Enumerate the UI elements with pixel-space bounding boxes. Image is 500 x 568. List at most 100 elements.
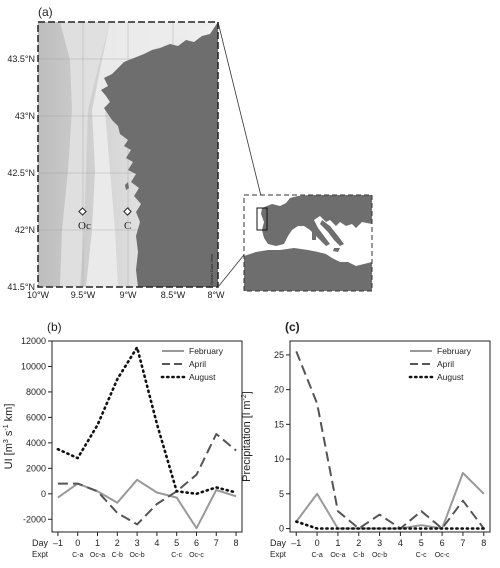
x-tick-label-expt: Oc-a: [90, 552, 105, 559]
y-tick-label: 15: [274, 419, 284, 429]
map-main: 43.5°N 43°N 42.5°N 42°N 41.5°N 10°W 9.5°…: [7, 21, 225, 300]
x-tick-label-expt: C-b: [353, 552, 364, 559]
y-tick-label: 4000: [26, 438, 46, 448]
legend-label: April: [437, 359, 454, 369]
x-tick-label-day: 2: [356, 538, 361, 548]
x-tick-label-day: 8: [481, 538, 486, 548]
x-tick-label-day: 3: [377, 538, 382, 548]
x-tick-label-expt: C-c: [416, 552, 427, 559]
series-line-august: [56, 346, 238, 496]
x-axis-expt-label: Expt: [32, 550, 49, 559]
x-tick-label-day: 7: [214, 538, 219, 548]
y-tick-label: 0: [279, 524, 284, 534]
x-tick-label-expt: C-c: [171, 552, 182, 559]
x-axis-day-label: Day: [270, 538, 287, 548]
y-tick-label: 0: [41, 489, 46, 499]
lon-tick: 8°W: [207, 290, 225, 300]
y-tick-label: 20: [274, 385, 284, 395]
legend-label: April: [189, 359, 206, 369]
map-credit: Ocean Data View: [209, 254, 214, 285]
inset-highlight-box: [256, 207, 268, 231]
legend-label: August: [189, 372, 216, 382]
inset-land-africa: [244, 248, 372, 291]
lon-tick-labels: 10°W 9.5°W 9°W 8.5°W 8°W: [27, 290, 225, 300]
x-tick-label-day: 5: [174, 538, 179, 548]
x-tick-label-expt: Oc-c: [189, 552, 204, 559]
y-tick-label: 10000: [21, 361, 46, 371]
y-axis-label: Precipitation [l m-2]: [241, 391, 253, 482]
lat-tick: 42°N: [15, 225, 35, 235]
map-frame: [37, 21, 219, 288]
x-tick-label-day: 6: [440, 538, 445, 548]
series-line-february: [295, 472, 485, 530]
lat-tick: 43°N: [15, 111, 35, 121]
station-label: Oc: [78, 220, 91, 232]
lon-tick: 9.5°W: [71, 290, 96, 300]
inset-island: [333, 248, 340, 252]
chart-c: 0 5 10 15 20 25 –1 0 C-a 1 Oc-a 2 C-b 3 Oc-b 4 5 C-c 6 Oc-c…: [241, 340, 491, 559]
x-tick-label-day: –1: [291, 538, 301, 548]
lon-tick: 8.5°W: [161, 290, 186, 300]
panel-label-c: (c): [285, 320, 300, 334]
lon-tick: 10°W: [27, 290, 50, 300]
y-tick-label: -2000: [23, 514, 46, 524]
x-tick-label-day: 4: [154, 538, 159, 548]
x-tick-label-expt: Oc-a: [330, 552, 345, 559]
x-axis-day-label: Day: [32, 538, 49, 548]
y-tick-label: 25: [274, 350, 284, 360]
x-tick-label-day: 0: [315, 538, 320, 548]
series-line-february: [57, 478, 237, 530]
station-c: C: [123, 207, 132, 232]
inset-land-italy: [320, 220, 344, 246]
y-tick-label: 5: [279, 489, 284, 499]
x-tick-label-day: 5: [419, 538, 424, 548]
x-tick-label-day: 3: [135, 538, 140, 548]
legend-label: August: [437, 372, 464, 382]
plot-frame: [51, 340, 243, 533]
y-tick-label: 10: [274, 454, 284, 464]
connector-line-top: [217, 21, 265, 209]
x-tick-label-expt: Oc-b: [372, 552, 387, 559]
series-line-april: [295, 351, 485, 530]
legend-label: February: [437, 346, 472, 356]
shelf-shading: [60, 22, 110, 287]
x-tick-label-expt: C-a: [311, 552, 322, 559]
lon-tick: 9°W: [119, 290, 137, 300]
island-ons: [125, 182, 129, 190]
x-tick-label-day: 7: [460, 538, 465, 548]
x-tick-label-day: 1: [335, 538, 340, 548]
x-axis-expt-label: Expt: [270, 550, 287, 559]
x-tick-label-day: 1: [95, 538, 100, 548]
shelf-shading-inner: [86, 22, 215, 287]
station-marker-diamond: [123, 207, 132, 216]
series-line-april: [57, 433, 237, 526]
x-tick-label-day: 4: [398, 538, 403, 548]
x-tick-label-day: 8: [234, 538, 239, 548]
x-tick-label-expt: C-a: [72, 552, 83, 559]
x-tick-label-day: 2: [115, 538, 120, 548]
plot-frame: [289, 340, 491, 533]
inset-island: [312, 232, 316, 240]
y-tick-label: 2000: [26, 463, 46, 473]
lat-tick-labels: 43.5°N 43°N 42.5°N 42°N 41.5°N: [7, 54, 35, 292]
panel-label-a: (a): [38, 5, 53, 19]
series-line-august: [294, 520, 486, 530]
x-tick-label-expt: Oc-b: [130, 552, 145, 559]
y-axis-label: UI [m3 s-1 km]: [3, 404, 15, 470]
land-galicia: [101, 22, 218, 287]
x-tick-label-day: –1: [53, 538, 63, 548]
y-tick-label: 8000: [26, 387, 46, 397]
map-inset: [243, 194, 373, 292]
station-label: C: [124, 220, 131, 232]
y-tick-label: 12000: [21, 336, 46, 346]
station-oc: Oc: [78, 207, 91, 232]
panel-label-b: (b): [47, 320, 62, 334]
lat-tick: 41.5°N: [7, 282, 35, 292]
x-tick-label-day: 0: [75, 538, 80, 548]
x-tick-label-expt: C-b: [112, 552, 123, 559]
lat-tick: 42.5°N: [7, 168, 35, 178]
inset-land-europe: [261, 195, 372, 246]
lat-tick: 43.5°N: [7, 54, 35, 64]
x-tick-label-day: 6: [194, 538, 199, 548]
